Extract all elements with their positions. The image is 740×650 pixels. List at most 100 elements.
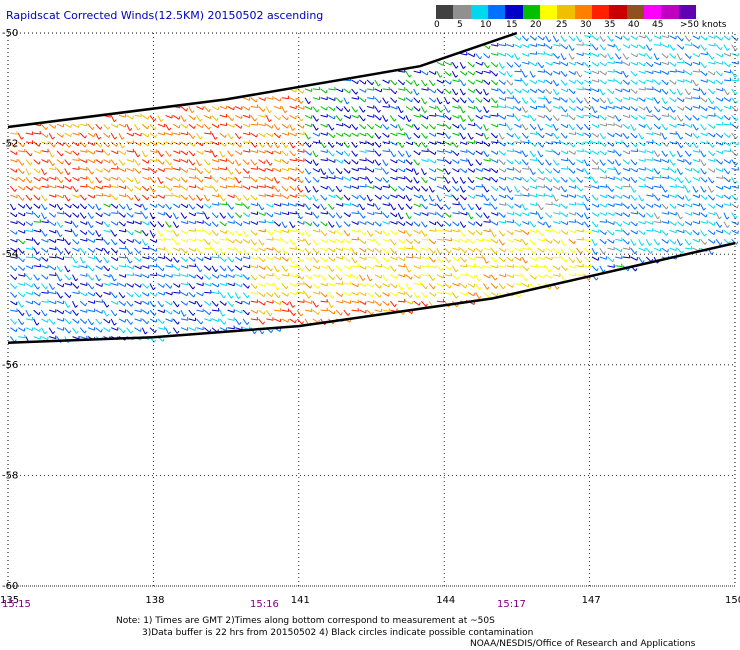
wind-barb-flag <box>649 56 653 60</box>
wind-barb <box>157 256 165 260</box>
wind-barb <box>204 132 212 135</box>
wind-barb-flag <box>37 242 41 246</box>
wind-barb-flag <box>471 207 474 211</box>
wind-barb <box>79 141 86 148</box>
wind-barb <box>506 150 514 152</box>
wind-barb <box>475 256 483 259</box>
wind-barb-flag <box>727 224 730 228</box>
wind-barb <box>126 212 133 218</box>
wind-barb <box>72 230 77 237</box>
wind-barb-flag <box>121 137 125 140</box>
wind-barb <box>250 283 257 289</box>
wind-barb <box>165 212 171 219</box>
wind-barb <box>607 176 615 180</box>
wind-barb-flag <box>301 268 304 272</box>
wind-barb-flag <box>231 303 235 307</box>
wind-barb <box>17 159 23 166</box>
wind-barb <box>103 123 109 130</box>
wind-barb <box>320 238 328 243</box>
wind-barb-flag <box>262 144 265 148</box>
wind-barb <box>258 283 266 288</box>
wind-barb <box>707 53 713 60</box>
wind-barb <box>661 79 668 86</box>
wind-barb <box>390 88 396 95</box>
wind-barb <box>444 238 452 242</box>
wind-barb-flag <box>403 168 406 172</box>
wind-barb-flag <box>496 240 499 244</box>
wind-barb-flag <box>60 250 64 254</box>
wind-barb <box>203 238 210 246</box>
wind-barb-flag <box>463 83 467 87</box>
wind-barb <box>483 97 490 103</box>
wind-barb <box>172 221 178 228</box>
wind-barb <box>327 203 333 210</box>
wind-barb <box>382 185 390 188</box>
wind-barb <box>405 150 410 158</box>
wind-barb <box>529 176 536 183</box>
wind-barb-flag <box>688 198 691 202</box>
wind-barb <box>72 309 78 316</box>
wind-barb <box>514 159 521 165</box>
wind-barb <box>622 114 630 119</box>
wind-barb-flag <box>176 304 180 308</box>
wind-barb-flag <box>526 135 529 139</box>
wind-barb <box>676 221 684 227</box>
wind-barb <box>661 88 667 95</box>
wind-barb <box>560 53 565 61</box>
wind-barb-flag <box>396 159 398 163</box>
wind-barb-flag <box>60 207 63 211</box>
wind-barb <box>289 221 294 228</box>
wind-barb <box>676 247 683 254</box>
wind-barb <box>142 114 149 120</box>
wind-barb <box>676 115 682 122</box>
wind-barb <box>336 283 344 285</box>
wind-barb <box>17 212 25 217</box>
wind-barb <box>677 229 685 234</box>
wind-barb <box>529 61 537 67</box>
wind-barb <box>615 265 623 268</box>
wind-barb <box>552 185 560 191</box>
wind-barb <box>327 168 333 175</box>
wind-barb <box>48 327 54 334</box>
wind-barb-flag <box>271 293 274 297</box>
wind-barb-flag <box>411 107 413 111</box>
wind-barb-flag <box>548 269 552 273</box>
wind-barb <box>483 123 487 131</box>
wind-barb-flag <box>292 225 296 229</box>
wind-barb-flag <box>316 118 319 122</box>
wind-barb <box>708 61 716 65</box>
wind-barb-flag <box>231 206 234 210</box>
wind-barb <box>669 123 677 128</box>
wind-barb <box>475 265 483 269</box>
wind-barb-flag <box>612 90 615 94</box>
wind-barb-flag <box>349 133 351 137</box>
wind-barb <box>537 88 544 94</box>
wind-barb <box>196 132 201 140</box>
wind-barb <box>289 300 294 308</box>
wind-barb <box>560 123 568 129</box>
wind-barb-flag <box>481 183 484 188</box>
wind-barb <box>669 203 676 209</box>
wind-barb <box>607 88 613 95</box>
wind-barb-flag <box>100 144 103 148</box>
wind-barb-flag <box>192 135 196 139</box>
wind-barb <box>227 283 235 287</box>
wind-barb-flag <box>587 207 590 211</box>
wind-barb <box>367 88 375 91</box>
wind-barb-flag <box>728 117 731 121</box>
wind-barb-flag <box>441 90 444 94</box>
wind-barb <box>103 229 111 233</box>
wind-barb <box>25 256 33 259</box>
wind-barb-flag <box>194 275 196 279</box>
wind-barb <box>653 97 659 104</box>
wind-barb-flag <box>256 104 259 108</box>
wind-barb <box>351 150 357 157</box>
wind-barb <box>444 265 451 271</box>
wind-barb-flag <box>432 277 436 281</box>
wind-barb <box>684 159 691 165</box>
wind-barb-flag <box>302 142 305 146</box>
wind-barb <box>173 159 181 163</box>
wind-barb <box>654 44 662 46</box>
wind-barb-flag <box>131 197 134 201</box>
wind-barb-flag <box>169 215 173 219</box>
